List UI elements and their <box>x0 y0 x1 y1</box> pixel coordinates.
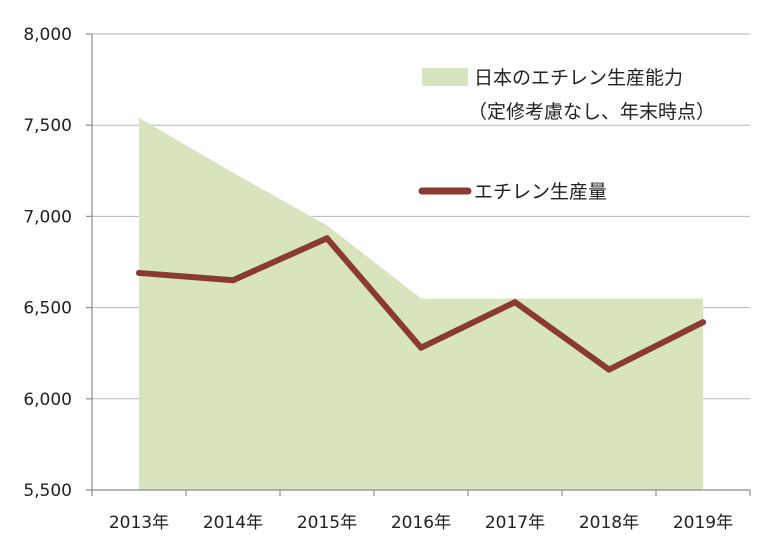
capacity-area <box>139 117 703 491</box>
y-tick-label: 7,500 <box>23 116 72 136</box>
production-point <box>136 269 142 276</box>
y-tick-label: 8,000 <box>23 25 72 45</box>
x-tick-label: 2016年 <box>391 513 451 533</box>
production-point <box>324 235 330 242</box>
y-tick-label: 6,000 <box>23 390 72 410</box>
production-point <box>418 344 424 351</box>
x-tick-label: 2014年 <box>203 513 263 533</box>
y-axis-tick-labels: 5,500 6,000 6,500 7,000 7,500 8,000 <box>23 25 72 501</box>
x-tick-label: 2017年 <box>485 513 545 533</box>
y-tick-label: 7,000 <box>23 207 72 227</box>
capacity-area-layer <box>139 117 703 491</box>
production-line-layer <box>136 235 706 373</box>
y-tick-label: 5,500 <box>23 481 72 501</box>
production-point <box>700 319 706 326</box>
production-point <box>606 366 612 373</box>
y-tick-label: 6,500 <box>23 299 72 319</box>
x-axis-tick-labels: 2013年 2014年 2015年 2016年 2017年 2018年 2019年 <box>109 513 733 533</box>
production-point <box>230 277 236 284</box>
x-tick-label: 2015年 <box>297 513 357 533</box>
x-tick-label: 2013年 <box>109 513 169 533</box>
legend-capacity-label: 日本のエチレン生産能力 <box>474 67 683 89</box>
legend-capacity-swatch <box>422 68 468 86</box>
axes <box>86 33 751 496</box>
legend-capacity-label-line2: （定修考慮なし、年末時点） <box>468 101 715 123</box>
production-point <box>512 299 518 306</box>
legend: 日本のエチレン生産能力 （定修考慮なし、年末時点） エチレン生産量 <box>418 67 715 203</box>
x-tick-label: 2019年 <box>673 513 733 533</box>
legend-production-label: エチレン生産量 <box>474 181 607 203</box>
x-tick-label: 2018年 <box>579 513 639 533</box>
